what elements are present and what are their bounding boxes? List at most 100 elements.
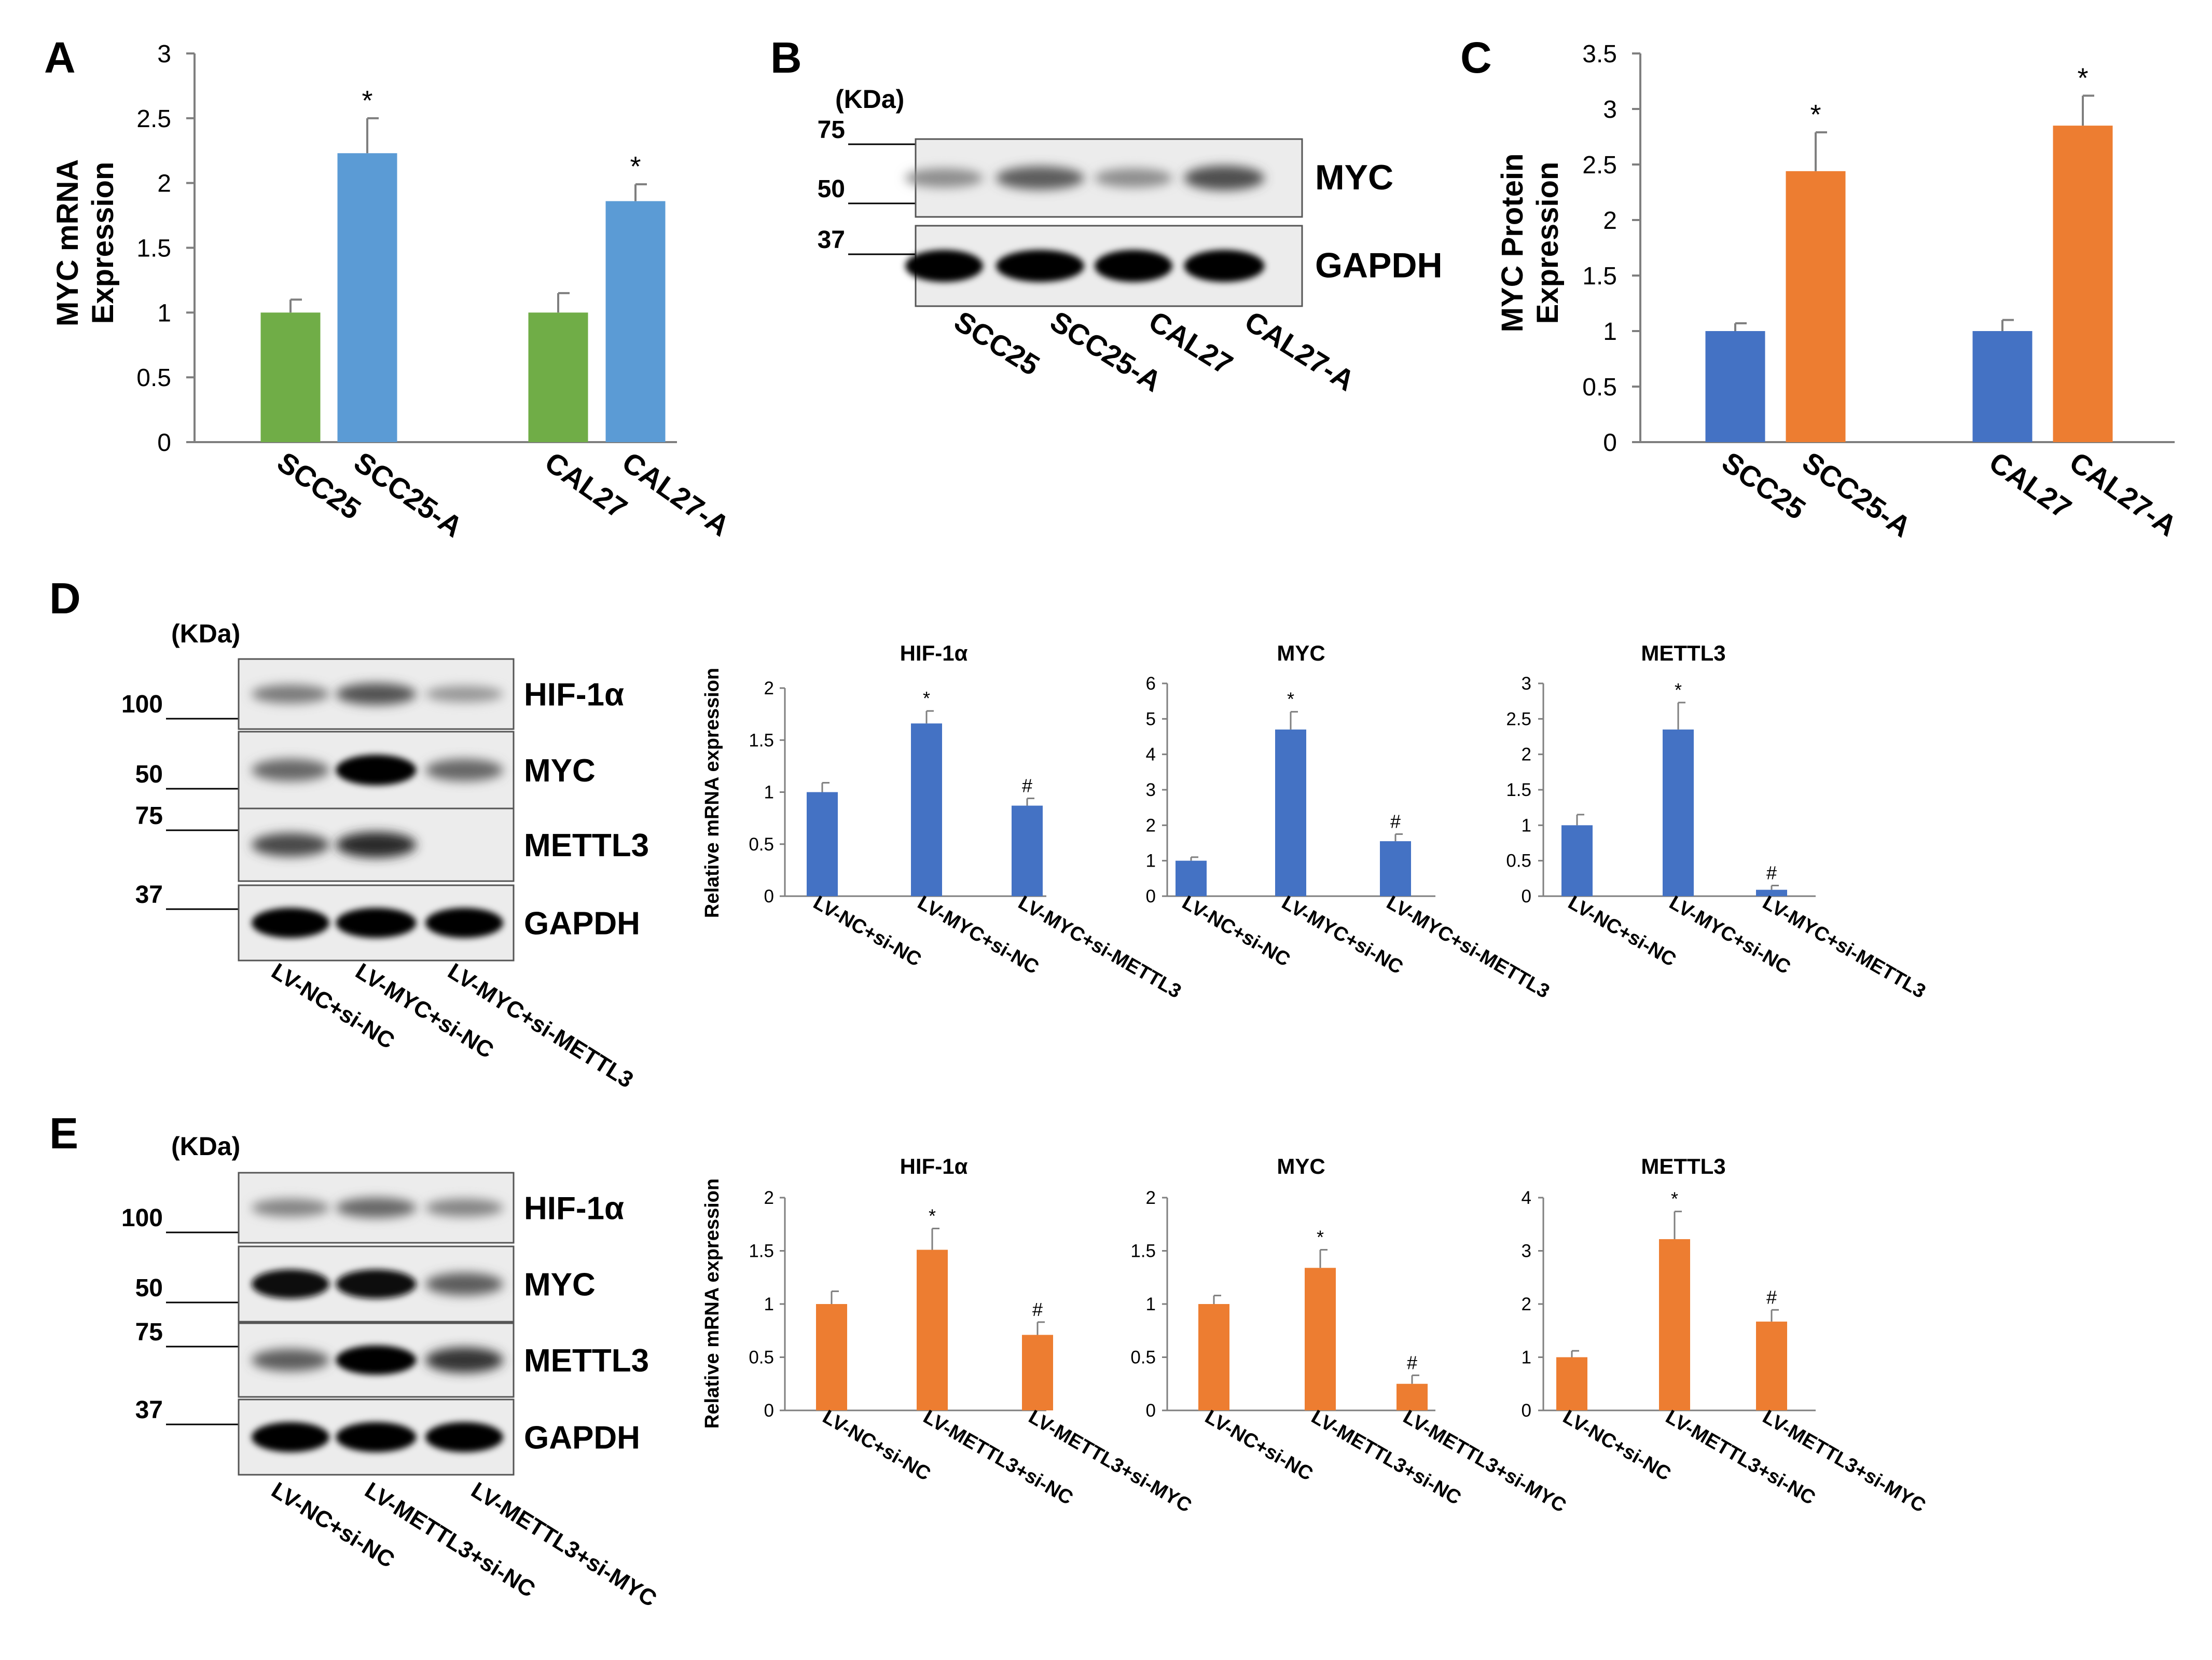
category-label: SCC25	[1716, 445, 1812, 526]
y-tick-label: 3	[1603, 96, 1617, 124]
y-tick-label: 1	[1146, 1294, 1156, 1314]
bar	[2053, 126, 2113, 443]
bar	[1556, 1357, 1587, 1410]
bar	[917, 1250, 948, 1410]
western-blot-d: (KDa)100507537HIF-1αMYCMETTL3GAPDHLV-NC+…	[121, 619, 649, 1093]
protein-band	[252, 684, 329, 704]
chart-c-myc-protein: 0 0.5 1 1.5 2 2.5 3 3.5 MYC Protein Expression SCC…	[1496, 40, 2183, 543]
y-tick-label: 2.5	[1506, 709, 1531, 729]
kda-unit-label: (KDa)	[171, 1132, 240, 1161]
y-tick-label: 1.5	[1582, 263, 1617, 290]
y-tick-label: 3.5	[1582, 40, 1617, 68]
y-tick-label: 0.5	[136, 364, 171, 392]
western-blot-e: (KDa)100507537HIF-1αMYCMETTL3GAPDHLV-NC+…	[121, 1132, 661, 1612]
protein-band	[425, 908, 503, 938]
significance-mark: *	[1810, 99, 1821, 130]
protein-band	[252, 759, 329, 781]
band-label: HIF-1α	[524, 1191, 624, 1227]
panel-label-b: B	[770, 33, 802, 82]
category-label: LV-METTL3+si-MYC	[1400, 1406, 1570, 1517]
bar	[1756, 1321, 1787, 1410]
bar	[260, 312, 321, 442]
y-tick-label: 1.5	[1130, 1241, 1156, 1261]
y-tick-label: 2	[1603, 207, 1617, 235]
category-label: LV-NC+si-NC	[1179, 891, 1294, 971]
bar	[605, 201, 666, 442]
y-tick-label: 2.5	[1582, 152, 1617, 179]
bar	[1198, 1304, 1229, 1410]
category-label: CAL27-A	[616, 445, 736, 542]
molecular-weight-marker: 37	[135, 881, 163, 909]
bar	[807, 792, 838, 896]
lane-label: LV-METTL3+si-MYC	[467, 1477, 661, 1612]
significance-mark: *	[630, 151, 641, 182]
chart-d-mettl3: 0 0.5 1 1.5 2 2.5 3 METTL3 LV-NC+si-NC * LV-MYC+si…	[1506, 641, 1929, 1003]
y-axis-label: MYC mRNA	[51, 159, 85, 326]
y-tick-label: 3	[157, 40, 171, 68]
protein-band	[905, 250, 983, 282]
panel-label-d: D	[49, 574, 81, 623]
chart-d-hif1a: 0 0.5 1 1.5 2 HIF-1α Relative mRNA expression L…	[701, 641, 1185, 1003]
band-label: GAPDH	[1315, 246, 1443, 285]
y-tick-label: 0	[1146, 886, 1156, 907]
significance-mark: *	[1287, 689, 1294, 710]
significance-mark: *	[1675, 679, 1682, 701]
significance-mark: *	[923, 688, 930, 709]
y-tick-label: 1.5	[136, 235, 171, 263]
panel-label-c: C	[1460, 33, 1492, 82]
bar	[1275, 729, 1306, 896]
y-tick-label: 1.5	[1506, 780, 1531, 800]
protein-band	[905, 168, 983, 188]
bar	[1305, 1268, 1336, 1410]
significance-mark: *	[1671, 1188, 1678, 1210]
bar	[1972, 331, 2033, 442]
y-tick-label: 2	[1146, 815, 1156, 835]
bar	[1705, 331, 1765, 442]
bar	[1756, 889, 1787, 896]
y-axis-label: Expression	[86, 162, 120, 324]
chart-e-mettl3: 01234METTL3LV-NC+si-NC*LV-METTL3+si-NC#L…	[1522, 1154, 1929, 1517]
category-label: LV-MYC+si-METTL3	[1015, 891, 1185, 1003]
panel-label-a: A	[44, 33, 76, 82]
molecular-weight-marker: 75	[818, 116, 845, 144]
y-tick-label: 0	[1146, 1401, 1156, 1421]
protein-band	[252, 908, 329, 938]
y-tick-label: 1.5	[749, 1241, 774, 1261]
category-label: LV-NC+si-NC	[819, 1406, 934, 1485]
protein-band	[336, 683, 417, 705]
y-tick-label: 0	[1522, 1401, 1531, 1421]
panel-label-e: E	[49, 1109, 78, 1158]
y-tick-label: 1	[157, 299, 171, 327]
band-label: GAPDH	[524, 1420, 640, 1456]
y-tick-label: 2	[1146, 1188, 1156, 1208]
bar	[528, 312, 588, 442]
significance-mark: #	[1032, 1299, 1043, 1320]
y-tick-label: 2	[1522, 1294, 1531, 1314]
chart-e-hif1a: 0 0.5 1 1.5 2 HIF-1α Relative mRNA expression L…	[701, 1154, 1195, 1517]
y-tick-label: 0.5	[1130, 1348, 1156, 1368]
y-tick-label: 0.5	[1582, 374, 1617, 401]
y-tick-label: 1	[1522, 1348, 1531, 1368]
y-tick-label: 2	[764, 1188, 774, 1208]
y-tick-label: 0	[1603, 429, 1617, 457]
bar	[1012, 805, 1043, 896]
significance-mark: #	[1022, 775, 1032, 797]
y-tick-label: 1	[1146, 851, 1156, 871]
chart-title: METTL3	[1641, 641, 1725, 665]
y-tick-label: 1.5	[749, 730, 774, 750]
bar	[1659, 1239, 1690, 1410]
category-label: LV-MYC+si-METTL3	[1383, 891, 1553, 1003]
y-axis-label: Expression	[1531, 162, 1565, 324]
lane-label: CAL27-A	[1239, 305, 1361, 397]
molecular-weight-marker: 37	[135, 1396, 163, 1424]
y-tick-label: 3	[1522, 674, 1531, 694]
lane-label: SCC25-A	[1045, 305, 1168, 398]
significance-mark: #	[1390, 811, 1401, 832]
y-tick-label: 3	[1522, 1241, 1531, 1261]
bar	[816, 1304, 847, 1410]
category-label: CAL27	[1983, 445, 2077, 525]
category-label: SCC25	[271, 445, 367, 526]
category-label: LV-METTL3+si-MYC	[1759, 1406, 1929, 1517]
molecular-weight-marker: 100	[121, 691, 163, 718]
significance-mark: #	[1766, 862, 1777, 884]
